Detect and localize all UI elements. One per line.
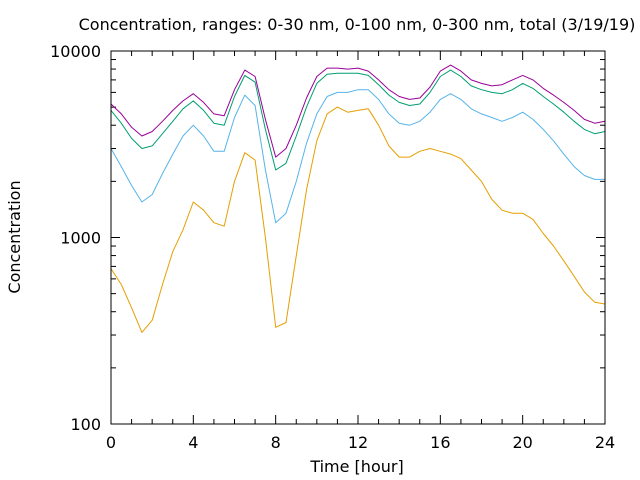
x-tick-label: 0	[106, 433, 116, 452]
axis-tick-labels: 0 4 8 12 16 20 24 100 1000 10000	[50, 42, 615, 452]
x-tick-label: 24	[595, 433, 615, 452]
x-axis-title: Time [hour]	[309, 457, 403, 476]
plot-frame	[110, 50, 606, 425]
y-tick-label: 10000	[50, 42, 101, 61]
series-line-2	[110, 69, 606, 171]
chart-title: Concentration, ranges: 0-30 nm, 0-100 nm…	[79, 15, 636, 34]
x-tick-label: 4	[188, 433, 198, 452]
y-axis-title: Concentration	[5, 180, 24, 293]
series-lines	[110, 64, 606, 333]
series-line-4	[110, 106, 606, 333]
x-tick-label: 12	[348, 433, 368, 452]
x-tick-label: 16	[430, 433, 450, 452]
series-line-1	[110, 64, 606, 158]
y-tick-label: 100	[70, 415, 101, 434]
series-line-3	[110, 89, 605, 224]
x-tick-label: 20	[512, 433, 532, 452]
y-tick-label: 1000	[60, 229, 101, 248]
x-tick-label: 8	[271, 433, 281, 452]
